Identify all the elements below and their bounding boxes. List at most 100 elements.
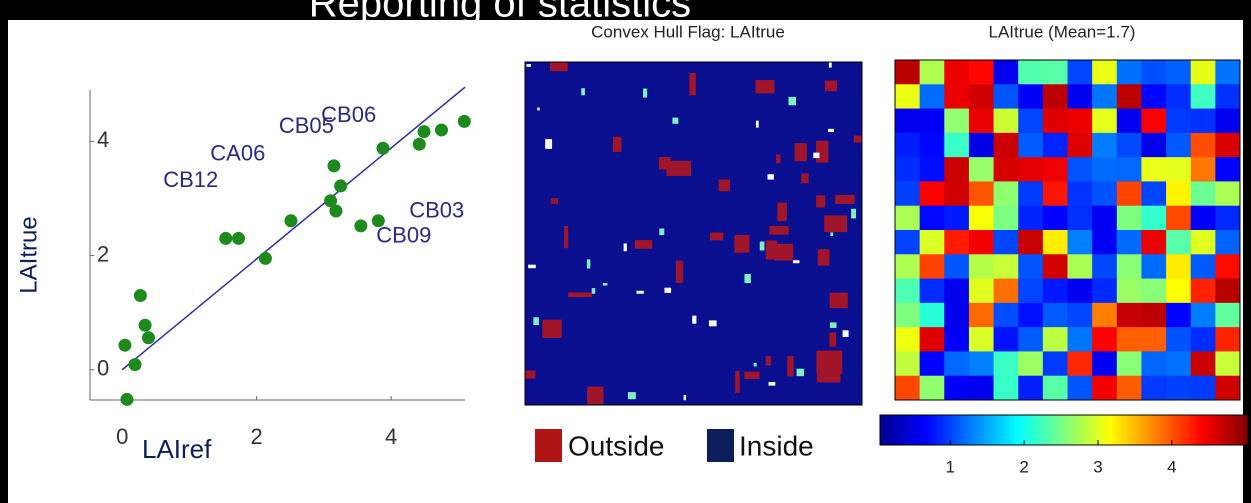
heatmap-cell: [895, 181, 920, 206]
heatmap-cell: [1092, 351, 1117, 376]
heatmap-cell: [1043, 351, 1068, 376]
point: [139, 319, 152, 332]
heatmap-cell: [994, 60, 1019, 85]
point: [284, 214, 297, 227]
outside-patch: [676, 261, 683, 283]
heatmap-cell: [944, 327, 969, 352]
heatmap-cell: [1117, 376, 1142, 401]
heatmap-cell: [1068, 206, 1093, 231]
heatmap-cell: [969, 181, 994, 206]
heatmap-cell: [1117, 60, 1142, 85]
point: [329, 205, 342, 218]
outside-patch: [830, 293, 848, 309]
heatmap-cell: [969, 230, 994, 255]
heatmap-cell: [1215, 60, 1240, 85]
heatmap-cell: [1043, 109, 1068, 134]
outside-patch: [825, 80, 837, 91]
heatmap-cell: [1215, 351, 1240, 376]
heatmap-cell: [1191, 60, 1216, 85]
heatmap-cell: [944, 351, 969, 376]
heatmap-cell: [895, 206, 920, 231]
edge-speckle: [788, 97, 795, 105]
outside-patch: [551, 198, 558, 204]
heatmap-cell: [1068, 376, 1093, 401]
outside-patch: [776, 154, 780, 163]
x-tick-label: 2: [251, 424, 263, 449]
edge-speckle: [709, 320, 717, 326]
point: [232, 232, 245, 245]
heatmap-cell: [969, 351, 994, 376]
y-tick-label: 0: [97, 356, 109, 381]
heatmap-cell: [994, 157, 1019, 182]
heatmap-cell: [895, 279, 920, 304]
edge-speckle: [769, 382, 776, 386]
heatmap-cell: [1141, 157, 1166, 182]
outside-patch: [710, 232, 723, 240]
heatmap-cell: [944, 376, 969, 401]
heatmap-cell: [969, 279, 994, 304]
heatmap-cell: [1191, 181, 1216, 206]
heatmap-cell: [994, 84, 1019, 109]
heatmap-cell: [1043, 254, 1068, 279]
outside-patch: [777, 203, 786, 222]
legend-swatch: [707, 429, 734, 462]
x-tick-label: 4: [385, 424, 397, 449]
heatmap-cell: [895, 157, 920, 182]
heatmap-cell: [1018, 133, 1043, 158]
heatmap-cell: [1068, 230, 1093, 255]
heatmap-cell: [994, 206, 1019, 231]
outside-patch: [824, 215, 847, 232]
edge-speckle: [581, 88, 585, 95]
edge-speckle: [533, 317, 539, 325]
heatmap-cell: [1166, 230, 1191, 255]
heatmap-cell: [1018, 84, 1043, 109]
heatmap-cell: [920, 327, 945, 352]
outside-patch: [735, 371, 739, 393]
heatmap-cell: [1141, 133, 1166, 158]
heatmap-cell: [969, 254, 994, 279]
heatmap-cell: [1018, 206, 1043, 231]
heatmap-cell: [969, 303, 994, 328]
heatmap-cell: [969, 84, 994, 109]
heatmap-cell: [1117, 327, 1142, 352]
heatmap-cell: [1117, 351, 1142, 376]
outside-patch: [635, 240, 653, 249]
point: [334, 179, 347, 192]
heatmap-cell: [1043, 181, 1068, 206]
point: [377, 142, 390, 155]
heatmap-cell: [1018, 181, 1043, 206]
heatmap-cell: [944, 60, 969, 85]
outside-patch: [818, 249, 830, 265]
edge-speckle: [760, 242, 765, 251]
heatmap-cell: [1092, 327, 1117, 352]
heatmap-cell: [944, 84, 969, 109]
edge-speckle: [756, 121, 759, 128]
heatmap-cell: [944, 279, 969, 304]
heatmap-cell: [1018, 303, 1043, 328]
edge-speckle: [851, 209, 856, 219]
heatmap-cell: [944, 181, 969, 206]
edge-speckle: [643, 89, 647, 98]
heatmap-cell: [1215, 254, 1240, 279]
edge-speckle: [768, 174, 774, 179]
edge-speckle: [829, 62, 832, 67]
heatmap-cell: [1092, 60, 1117, 85]
heatmap-cell: [920, 157, 945, 182]
heatmap-cell: [1068, 181, 1093, 206]
heatmap-cell: [1215, 133, 1240, 158]
heatmap-cell: [969, 109, 994, 134]
heatmap-cell: [1141, 303, 1166, 328]
heatmap-cell: [1018, 327, 1043, 352]
outside-patch: [770, 226, 789, 235]
y-tick-label: 4: [97, 127, 109, 152]
heatmap-cell: [1018, 254, 1043, 279]
heatmap-cell: [920, 206, 945, 231]
heatmap-cell: [920, 181, 945, 206]
point: [134, 289, 147, 302]
heatmap-cell: [1191, 327, 1216, 352]
heatmap-cell: [895, 376, 920, 401]
heatmap-cell: [969, 376, 994, 401]
heatmap-cell: [1141, 109, 1166, 134]
heatmap-cell: [1092, 206, 1117, 231]
point-annotation: CA06: [210, 140, 265, 165]
